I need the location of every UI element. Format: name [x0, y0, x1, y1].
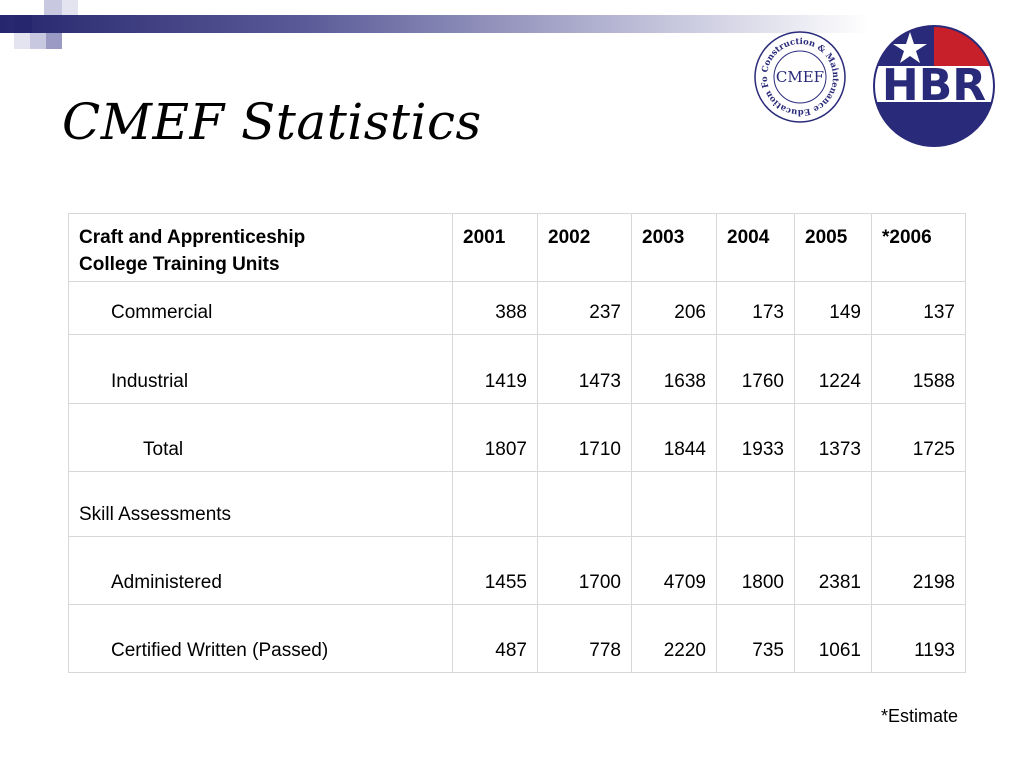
- header-year: 2002: [537, 213, 632, 282]
- cell-value: 149: [794, 281, 872, 335]
- cell-value: 1455: [452, 536, 538, 605]
- star-icon: [893, 32, 927, 63]
- row-label: Industrial: [68, 334, 453, 404]
- decor-square: [46, 33, 62, 49]
- cell-value: 1193: [871, 604, 966, 673]
- cmef-center-text: CMEF: [776, 68, 824, 86]
- cell-empty: [871, 471, 966, 537]
- cell-value: 1725: [871, 403, 966, 472]
- cell-value: 1844: [631, 403, 717, 472]
- header-year: 2005: [794, 213, 872, 282]
- table-row: Industrial 1419 1473 1638 1760 1224 1588: [68, 334, 966, 404]
- cell-value: 1933: [716, 403, 795, 472]
- cell-value: 4709: [631, 536, 717, 605]
- decor-square: [62, 0, 78, 15]
- cell-empty: [716, 471, 795, 537]
- cell-value: 2220: [631, 604, 717, 673]
- table-row: Certified Written (Passed) 487 778 2220 …: [68, 604, 966, 673]
- decor-square: [30, 33, 46, 49]
- cell-value: 1800: [716, 536, 795, 605]
- header-band: [0, 15, 870, 33]
- cell-value: 1473: [537, 334, 632, 404]
- header-year: *2006: [871, 213, 966, 282]
- hbr-text: HBR: [882, 60, 986, 111]
- row-label: Certified Written (Passed): [68, 604, 453, 673]
- statistics-table: Craft and Apprenticeship College Trainin…: [68, 213, 966, 673]
- table-row: Administered 1455 1700 4709 1800 2381 21…: [68, 536, 966, 605]
- header-year: 2004: [716, 213, 795, 282]
- decor-square: [14, 33, 30, 49]
- cell-value: 778: [537, 604, 632, 673]
- cell-value: 1760: [716, 334, 795, 404]
- cell-value: 487: [452, 604, 538, 673]
- cell-empty: [794, 471, 872, 537]
- row-label: Total: [68, 403, 453, 472]
- cell-value: 1588: [871, 334, 966, 404]
- page-title: CMEF Statistics: [62, 93, 482, 151]
- header-year: 2003: [631, 213, 717, 282]
- decor-square: [44, 0, 62, 15]
- cell-value: 1419: [452, 334, 538, 404]
- row-label: Commercial: [68, 281, 453, 335]
- table-section-row: Skill Assessments: [68, 471, 966, 537]
- cell-value: 388: [452, 281, 538, 335]
- cell-value: 2198: [871, 536, 966, 605]
- cell-value: 1700: [537, 536, 632, 605]
- row-label: Administered: [68, 536, 453, 605]
- cell-value: 1061: [794, 604, 872, 673]
- cmef-logo: Construction & Maintenance Education Fou…: [753, 30, 846, 123]
- header-label-line1: Craft and Apprenticeship: [79, 227, 306, 248]
- cell-empty: [537, 471, 632, 537]
- cell-value: 1807: [452, 403, 538, 472]
- cell-value: 173: [716, 281, 795, 335]
- header-label: Craft and Apprenticeship College Trainin…: [68, 213, 453, 282]
- cell-value: 1373: [794, 403, 872, 472]
- cell-value: 1224: [794, 334, 872, 404]
- section-label: Skill Assessments: [68, 471, 453, 537]
- cell-value: 1710: [537, 403, 632, 472]
- header-year: 2001: [452, 213, 538, 282]
- hbr-logo: HBR: [873, 25, 995, 147]
- cell-empty: [631, 471, 717, 537]
- cell-empty: [452, 471, 538, 537]
- cell-value: 2381: [794, 536, 872, 605]
- cell-value: 137: [871, 281, 966, 335]
- table-row-total: Total 1807 1710 1844 1933 1373 1725: [68, 403, 966, 472]
- cell-value: 1638: [631, 334, 717, 404]
- decor-square: [14, 15, 32, 33]
- cell-value: 237: [537, 281, 632, 335]
- footnote: *Estimate: [880, 706, 958, 726]
- cell-value: 206: [631, 281, 717, 335]
- table-header-row: Craft and Apprenticeship College Trainin…: [68, 213, 966, 282]
- cell-value: 735: [716, 604, 795, 673]
- table-row: Commercial 388 237 206 173 149 137: [68, 281, 966, 335]
- header-label-line2: College Training Units: [79, 254, 280, 275]
